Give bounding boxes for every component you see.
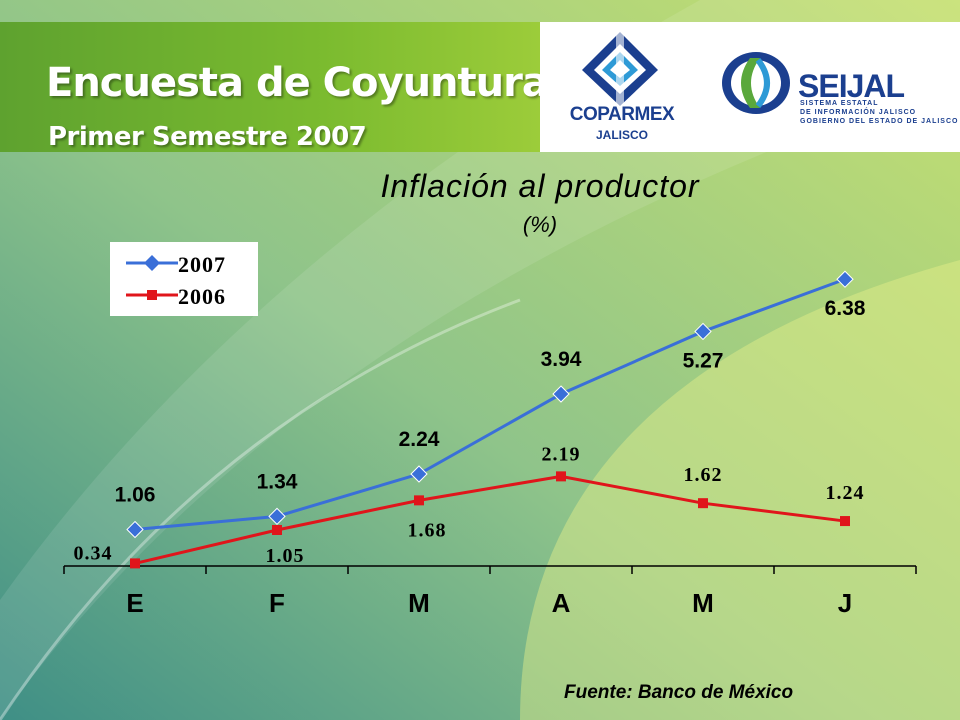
data-point-2006	[556, 471, 566, 482]
seijal-logo-icon	[722, 52, 790, 114]
series-line-2006	[134, 474, 846, 565]
data-point-2007	[836, 270, 854, 288]
data-label-2006: 1.24	[826, 482, 865, 504]
data-label-2007: 2.24	[399, 428, 440, 451]
data-label-2006: 1.05	[266, 545, 305, 567]
data-point-2007	[126, 520, 144, 539]
legend-label-2007: 2007	[178, 252, 226, 277]
legend-item-2007: 2007	[110, 248, 258, 278]
legend-item-2006: 2006	[110, 280, 258, 310]
source-note: Fuente: Banco de México	[564, 682, 794, 703]
seijal-line-3: GOBIERNO DEL ESTADO DE JALISCO	[800, 118, 959, 125]
coparmex-subtitle: JALISCO	[595, 128, 648, 142]
data-point-2007	[268, 507, 286, 526]
chart-unit: (%)	[522, 212, 558, 237]
data-label-2007: 6.38	[825, 297, 866, 320]
series-line-2007	[134, 277, 846, 532]
data-label-2006: 0.34	[74, 542, 113, 564]
seijal-line-2: DE INFORMACIÓN JALISCO	[800, 109, 917, 116]
x-tick-label: E	[126, 588, 143, 618]
data-label-2007: 5.27	[683, 349, 724, 372]
legend-label-2006: 2006	[178, 284, 226, 309]
data-point-2006	[414, 495, 424, 506]
coparmex-logo-icon	[582, 32, 658, 106]
header-banner: Encuesta de Coyuntura Primer Semestre 20…	[0, 22, 549, 152]
data-label-2006: 1.68	[408, 519, 447, 541]
data-label-2006: 2.19	[542, 443, 581, 465]
legend-marker-2006	[126, 290, 178, 300]
x-tick-label: A	[552, 588, 571, 618]
data-point-2007	[694, 322, 712, 341]
page-title: Encuesta de Coyuntura	[46, 60, 549, 106]
data-point-2006	[698, 498, 708, 509]
x-tick-label: F	[269, 588, 285, 618]
x-tick-label: J	[838, 588, 852, 618]
data-label-2006: 1.62	[684, 464, 723, 486]
data-point-2006	[840, 516, 850, 527]
data-point-2006	[130, 558, 140, 569]
data-point-2007	[552, 385, 570, 403]
chart-title: Inflación al productor	[380, 168, 700, 204]
data-label-2007: 3.94	[541, 348, 582, 371]
data-label-2007: 1.06	[115, 484, 156, 507]
data-point-2007	[410, 465, 428, 483]
data-label-2007: 1.34	[257, 470, 298, 493]
data-point-2006	[272, 524, 282, 535]
x-tick-label: M	[408, 588, 430, 618]
legend-marker-2007	[126, 255, 178, 271]
page-subtitle: Primer Semestre 2007	[48, 122, 367, 152]
seijal-line-1: SISTEMA ESTATAL	[800, 100, 879, 107]
coparmex-name: COPARMEX	[569, 104, 675, 125]
chart-legend: 2007 2006	[110, 242, 258, 316]
seijal-name: SEIJAL	[798, 68, 905, 104]
x-tick-label: M	[692, 588, 714, 618]
